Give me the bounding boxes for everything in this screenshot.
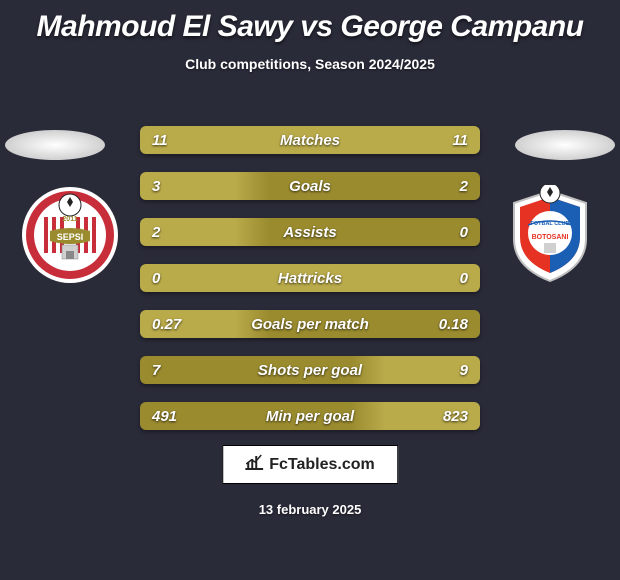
comparison-subtitle: Club competitions, Season 2024/2025 — [0, 56, 620, 72]
chart-icon — [245, 454, 263, 475]
club-badge-left: 2011 SEPSI — [20, 185, 120, 285]
stat-row: 7Shots per goal9 — [140, 356, 480, 384]
club-badge-right: FOTBAL CLUB BOTOSANI — [500, 185, 600, 285]
svg-text:2011: 2011 — [62, 216, 77, 223]
stat-row: 3Goals2 — [140, 172, 480, 200]
stat-label: Shots per goal — [140, 362, 480, 379]
svg-text:BOTOSANI: BOTOSANI — [532, 234, 569, 241]
stat-label: Min per goal — [140, 408, 480, 425]
stat-row: 0Hattricks0 — [140, 264, 480, 292]
stat-row: 11Matches11 — [140, 126, 480, 154]
watermark-text: FcTables.com — [269, 456, 375, 474]
stat-row: 2Assists0 — [140, 218, 480, 246]
stat-label: Goals — [140, 178, 480, 195]
date-label: 13 february 2025 — [0, 502, 620, 517]
watermark: FcTables.com — [222, 445, 398, 484]
stat-label: Assists — [140, 224, 480, 241]
stat-label: Matches — [140, 132, 480, 149]
svg-text:SEPSI: SEPSI — [57, 232, 84, 242]
player-left-silhouette — [0, 130, 110, 180]
svg-text:FOTBAL CLUB: FOTBAL CLUB — [530, 221, 569, 227]
stat-label: Hattricks — [140, 270, 480, 287]
player-right-silhouette — [510, 130, 620, 180]
stat-row: 0.27Goals per match0.18 — [140, 310, 480, 338]
stats-container: 11Matches11 3Goals2 2Assists0 0Hattricks0 0.… — [140, 126, 480, 448]
stat-label: Goals per match — [140, 316, 480, 333]
stat-row: 491Min per goal823 — [140, 402, 480, 430]
comparison-title: Mahmoud El Sawy vs George Campanu — [0, 0, 620, 44]
